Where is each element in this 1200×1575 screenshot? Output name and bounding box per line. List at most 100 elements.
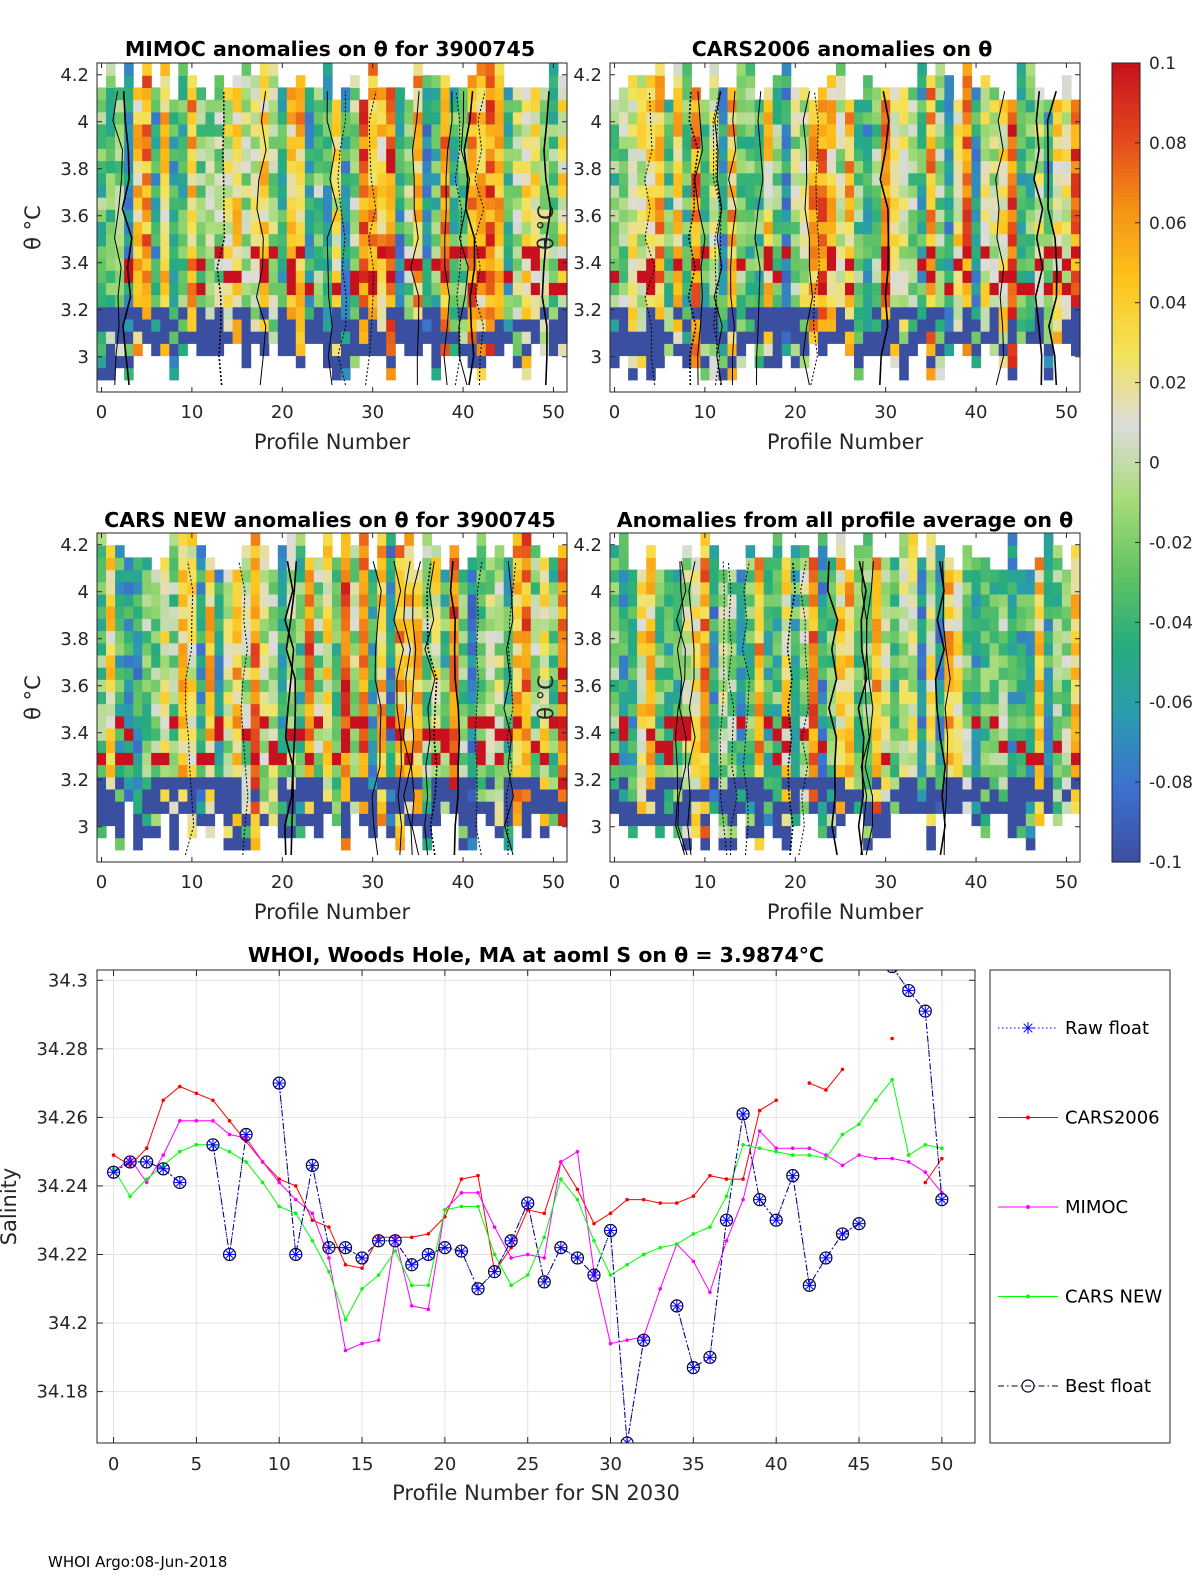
heatmap-cell — [682, 270, 692, 283]
heatmap-cell — [558, 306, 568, 320]
heatmap-cell — [1061, 136, 1072, 149]
heatmap-cell — [817, 148, 828, 162]
heatmap-cell — [323, 99, 333, 113]
heatmap-cell — [610, 557, 620, 571]
heatmap-cell — [530, 569, 541, 583]
heatmap-cell — [682, 837, 692, 851]
heatmap-cell — [682, 776, 692, 790]
heatmap-cell — [872, 801, 882, 814]
heatmap-cell — [772, 703, 783, 717]
heatmap-cell — [917, 233, 927, 247]
heatmap-cell — [1007, 679, 1018, 692]
heatmap-cell — [854, 752, 864, 766]
heatmap-cell — [232, 197, 243, 210]
heatmap-cell — [268, 764, 279, 778]
heatmap-cell — [610, 294, 620, 308]
heatmap-cell — [187, 306, 197, 320]
heatmap-cell — [386, 258, 396, 271]
heatmap-cell — [754, 825, 765, 839]
heatmap-cell — [359, 245, 369, 259]
heatmap-cell — [115, 752, 125, 766]
heatmap-cell — [1043, 331, 1054, 344]
heatmap-cell — [1025, 703, 1036, 717]
heatmap-cell — [341, 148, 351, 162]
heatmap-cell — [485, 258, 496, 271]
heatmap-cell — [700, 813, 710, 827]
heatmap-cell — [124, 245, 134, 259]
heatmap-cell — [232, 740, 243, 753]
heatmap-cell — [169, 367, 179, 381]
heatmap-cell — [736, 801, 747, 814]
heatmap-cell — [359, 642, 369, 656]
heatmap-cell — [673, 63, 683, 76]
heatmap-cell — [808, 801, 819, 814]
heatmap-cell — [476, 764, 487, 778]
heatmap-cell — [854, 245, 864, 259]
heatmap-cell — [341, 788, 351, 802]
heatmap-cell — [259, 75, 270, 88]
heatmap-cell — [709, 593, 719, 607]
heatmap-cell — [971, 667, 982, 680]
heatmap-cell — [449, 557, 460, 571]
heatmap-cell — [836, 606, 846, 619]
heatmap-cell — [232, 642, 243, 656]
heatmap-cell — [610, 593, 620, 607]
heatmap-cell — [944, 245, 954, 259]
heatmap-cell — [998, 282, 1009, 296]
heatmap-cell — [241, 764, 252, 778]
heatmap-cell — [718, 233, 729, 247]
heatmap-cell — [97, 581, 107, 595]
heatmap-cell — [1025, 764, 1036, 778]
heatmap-cell — [106, 752, 116, 766]
heatmap-cell — [836, 87, 846, 101]
heatmap-cell — [619, 691, 629, 705]
heatmap-cell — [962, 258, 973, 271]
heatmap-cell — [709, 618, 719, 632]
heatmap-cell — [610, 270, 620, 283]
heatmap-cell — [142, 801, 152, 814]
heatmap-cell — [350, 184, 360, 198]
heatmap-cell — [1025, 606, 1036, 619]
heatmap-cell — [890, 209, 900, 222]
heatmap-cell — [106, 367, 116, 381]
heatmap-cell — [1071, 715, 1081, 729]
heatmap-cell — [1007, 606, 1018, 619]
heatmap-cell — [359, 788, 369, 802]
heatmap-cell — [926, 294, 936, 308]
heatmap-cell — [142, 294, 152, 308]
heatmap-cell — [1025, 87, 1036, 101]
heatmap-cell — [863, 331, 873, 344]
heatmap-cell — [395, 184, 405, 198]
heatmap-cell — [341, 825, 351, 839]
heatmap-cell — [558, 776, 568, 790]
heatmap-cell — [935, 764, 945, 778]
heatmap-cell — [1016, 282, 1027, 296]
heatmap-cell — [836, 209, 846, 222]
heatmap-cell — [467, 642, 478, 656]
heatmap-cell — [196, 282, 206, 296]
heatmap-cell — [1052, 642, 1063, 656]
heatmap-cell — [826, 581, 837, 595]
heatmap-cell — [700, 99, 710, 113]
heatmap-cell — [169, 581, 179, 595]
heatmap-cell — [458, 667, 469, 680]
heatmap-cell — [628, 740, 638, 753]
heatmap-cell — [169, 679, 179, 692]
heatmap-cell — [485, 99, 496, 113]
heatmap-cell — [754, 355, 765, 369]
heatmap-cell — [124, 557, 134, 571]
heatmap-cell — [539, 642, 550, 656]
heatmap-cell — [286, 87, 297, 101]
heatmap-cell — [223, 148, 234, 162]
heatmap-cell — [223, 679, 234, 692]
y-tick-label: 4.2 — [60, 535, 89, 556]
heatmap-cell — [998, 197, 1009, 210]
heatmap-cell — [736, 87, 747, 101]
heatmap-cell — [250, 245, 261, 259]
heatmap-cell — [935, 679, 945, 692]
heatmap-cell — [169, 123, 179, 137]
heatmap-cell — [539, 630, 550, 644]
heatmap-cell — [664, 715, 674, 729]
heatmap-cell — [817, 691, 828, 705]
heatmap-cell — [854, 233, 864, 247]
